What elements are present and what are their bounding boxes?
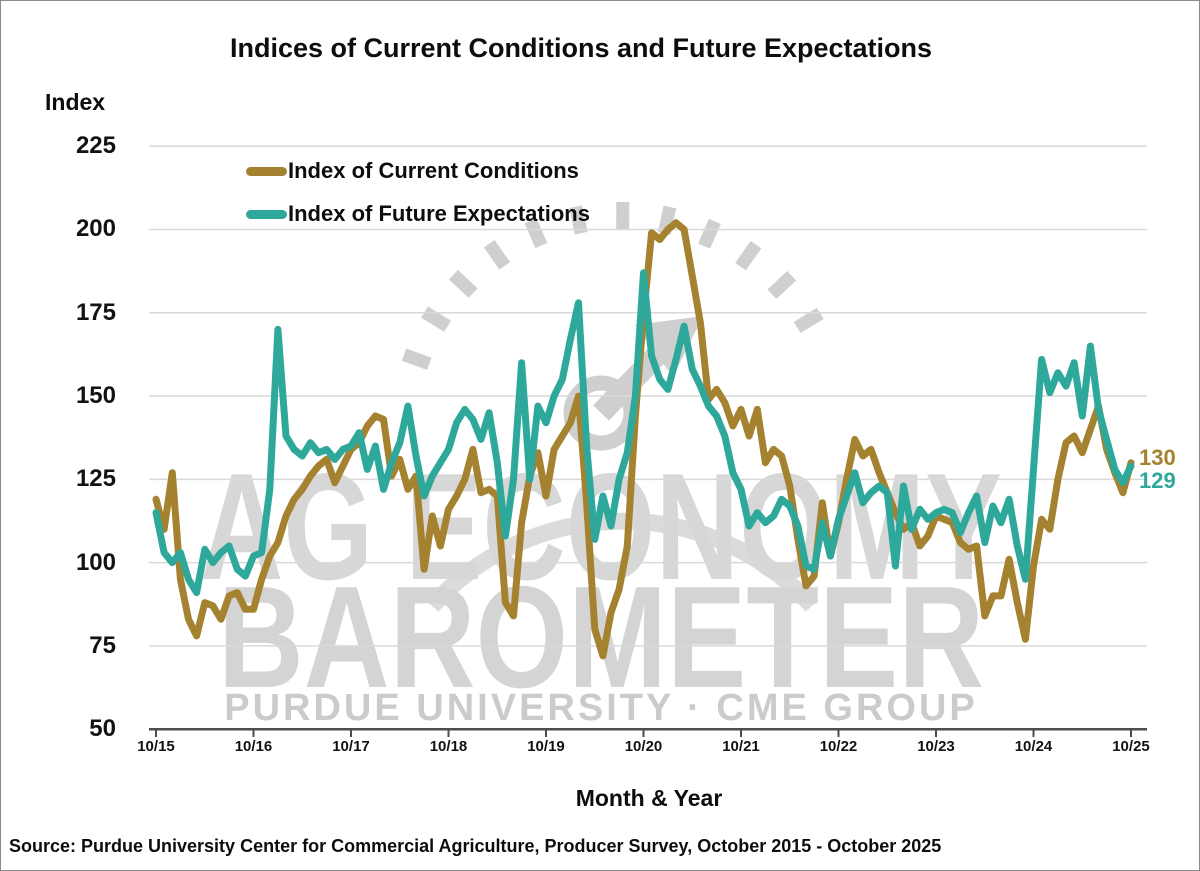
gauge-tick	[483, 240, 511, 270]
y-tick-label: 150	[75, 382, 116, 410]
gauge-tick	[698, 218, 721, 249]
legend-item-future-expectations: Index of Future Expectations	[246, 201, 590, 227]
legend-label-current-conditions: Index of Current Conditions	[288, 158, 579, 183]
legend-swatch-future-expectations	[246, 209, 287, 219]
y-tick-label: 225	[75, 132, 116, 160]
x-tick-label: 10/23	[917, 738, 955, 755]
source-note: Source: Purdue University Center for Com…	[9, 836, 942, 856]
gauge-tick	[421, 306, 451, 332]
x-tick-label: 10/25	[1112, 738, 1150, 755]
x-tick-label: 10/24	[1014, 738, 1053, 755]
y-tick-label: 75	[89, 631, 116, 659]
y-axis-title: Index	[45, 89, 106, 115]
x-tick-label: 10/22	[819, 738, 858, 755]
x-tick-label: 10/18	[429, 738, 468, 755]
chart-title: Indices of Current Conditions and Future…	[229, 33, 933, 63]
x-tick-label: 10/17	[332, 738, 370, 755]
gauge-tick	[735, 240, 762, 271]
legend-swatch-current-conditions	[246, 166, 287, 176]
gauge-tick	[524, 218, 548, 249]
y-tick-label: 175	[75, 298, 116, 326]
x-tick-label: 10/21	[722, 738, 760, 755]
gauge-needle-shaft	[593, 345, 667, 421]
legend: Index of Current Conditions Index of Fut…	[246, 158, 590, 244]
legend-item-current-conditions: Index of Current Conditions	[246, 158, 590, 184]
y-tick-label: 125	[75, 465, 116, 493]
gauge-tick	[569, 205, 588, 235]
end-value-label-current-conditions: 130	[1139, 445, 1176, 470]
x-tick-label: 10/15	[137, 738, 175, 755]
x-tick-label: 10/16	[234, 738, 273, 755]
y-tick-label: 200	[75, 215, 116, 243]
legend-label-future-expectations: Index of Future Expectations	[288, 201, 590, 226]
end-value-label-future-expectations: 129	[1139, 468, 1176, 493]
x-tick-label: 10/20	[624, 738, 663, 755]
y-tick-label: 100	[75, 548, 116, 576]
gauge-tick	[401, 348, 432, 370]
gauge-tick	[448, 269, 478, 298]
gauge-arc	[425, 512, 819, 612]
gauge-tick	[793, 307, 824, 334]
x-tick-label: 10/19	[527, 738, 565, 755]
watermark-text-purdue-cme: PURDUE UNIVERSITY · CME GROUP	[224, 687, 978, 729]
y-tick-label: 50	[89, 715, 116, 743]
x-axis-title: Month & Year	[575, 785, 723, 811]
gauge-tick	[767, 271, 797, 299]
future-expectations-line	[152, 269, 1135, 597]
watermark-text-barometer: BAROMETER	[217, 556, 985, 718]
